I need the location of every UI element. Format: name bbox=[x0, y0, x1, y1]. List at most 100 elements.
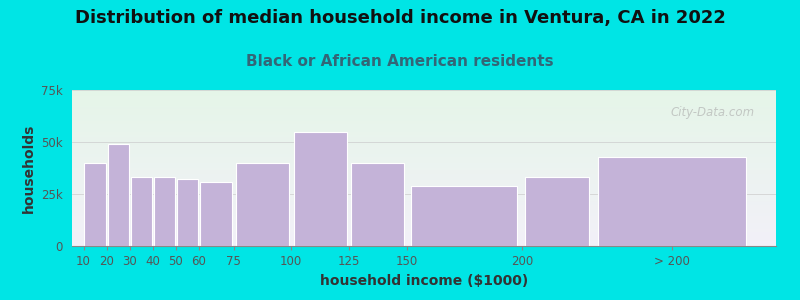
Bar bbox=[72, 233, 776, 235]
Bar bbox=[351, 163, 404, 246]
Bar bbox=[72, 132, 776, 134]
Bar bbox=[72, 101, 776, 103]
Bar bbox=[411, 186, 518, 246]
Bar bbox=[72, 171, 776, 173]
Bar bbox=[72, 149, 776, 151]
Bar bbox=[72, 142, 776, 143]
Bar bbox=[72, 138, 776, 140]
Bar bbox=[72, 169, 776, 171]
Bar bbox=[72, 213, 776, 215]
Bar bbox=[72, 135, 776, 137]
Bar bbox=[72, 199, 776, 201]
Bar bbox=[72, 106, 776, 107]
Bar bbox=[72, 226, 776, 227]
Bar bbox=[72, 128, 776, 129]
Bar bbox=[72, 104, 776, 106]
Bar bbox=[72, 185, 776, 187]
Bar bbox=[72, 115, 776, 116]
Bar bbox=[72, 143, 776, 145]
Bar bbox=[72, 129, 776, 130]
Bar bbox=[72, 229, 776, 230]
Bar bbox=[72, 240, 776, 241]
Bar bbox=[72, 207, 776, 208]
Bar bbox=[72, 155, 776, 157]
Bar bbox=[72, 162, 776, 163]
Bar bbox=[72, 216, 776, 218]
Bar bbox=[72, 137, 776, 138]
Bar bbox=[72, 181, 776, 182]
Bar bbox=[72, 238, 776, 240]
Bar bbox=[72, 109, 776, 110]
Bar bbox=[598, 157, 746, 246]
Bar bbox=[72, 120, 776, 121]
Bar bbox=[72, 221, 776, 223]
Bar bbox=[107, 144, 129, 246]
Bar bbox=[130, 177, 152, 246]
Bar bbox=[72, 103, 776, 104]
Bar bbox=[72, 140, 776, 142]
Bar bbox=[72, 113, 776, 115]
Bar bbox=[72, 176, 776, 177]
Bar bbox=[72, 93, 776, 95]
Bar bbox=[72, 96, 776, 98]
Bar bbox=[72, 193, 776, 194]
Bar bbox=[72, 130, 776, 132]
Bar bbox=[72, 160, 776, 162]
Bar bbox=[72, 196, 776, 198]
Bar bbox=[72, 173, 776, 174]
Bar bbox=[72, 159, 776, 160]
Bar bbox=[72, 243, 776, 244]
Bar bbox=[236, 163, 289, 246]
Bar bbox=[72, 223, 776, 224]
Bar bbox=[72, 118, 776, 120]
Bar bbox=[72, 206, 776, 207]
Y-axis label: households: households bbox=[22, 123, 36, 213]
Bar bbox=[72, 179, 776, 181]
Bar bbox=[72, 124, 776, 126]
Bar bbox=[72, 218, 776, 220]
Bar bbox=[72, 110, 776, 112]
Bar bbox=[72, 201, 776, 202]
Bar bbox=[85, 163, 106, 246]
Text: Black or African American residents: Black or African American residents bbox=[246, 54, 554, 69]
Bar bbox=[72, 182, 776, 184]
Bar bbox=[72, 99, 776, 101]
Text: Distribution of median household income in Ventura, CA in 2022: Distribution of median household income … bbox=[74, 9, 726, 27]
Bar bbox=[72, 98, 776, 99]
Bar bbox=[72, 145, 776, 146]
Bar bbox=[72, 126, 776, 128]
Bar bbox=[177, 179, 198, 246]
Bar bbox=[154, 177, 175, 246]
Bar bbox=[72, 165, 776, 166]
Bar bbox=[72, 134, 776, 135]
Bar bbox=[72, 212, 776, 213]
Bar bbox=[72, 190, 776, 191]
Bar bbox=[72, 202, 776, 204]
Bar bbox=[72, 148, 776, 149]
Bar bbox=[525, 177, 589, 246]
Bar bbox=[72, 237, 776, 238]
Bar bbox=[72, 90, 776, 92]
Bar bbox=[72, 241, 776, 243]
X-axis label: household income ($1000): household income ($1000) bbox=[320, 274, 528, 288]
Bar bbox=[72, 163, 776, 165]
Bar bbox=[72, 187, 776, 188]
Bar bbox=[72, 123, 776, 124]
Bar bbox=[72, 112, 776, 113]
Bar bbox=[294, 132, 346, 246]
Bar bbox=[72, 244, 776, 246]
Bar bbox=[72, 167, 776, 168]
Bar bbox=[72, 116, 776, 118]
Bar bbox=[72, 204, 776, 206]
Bar bbox=[72, 208, 776, 210]
Bar bbox=[72, 121, 776, 123]
Bar bbox=[72, 188, 776, 190]
Bar bbox=[72, 177, 776, 179]
Bar bbox=[72, 235, 776, 237]
Bar bbox=[72, 191, 776, 193]
Bar bbox=[72, 154, 776, 155]
Bar bbox=[72, 174, 776, 176]
Bar bbox=[72, 152, 776, 154]
Bar bbox=[72, 157, 776, 159]
Bar bbox=[72, 107, 776, 109]
